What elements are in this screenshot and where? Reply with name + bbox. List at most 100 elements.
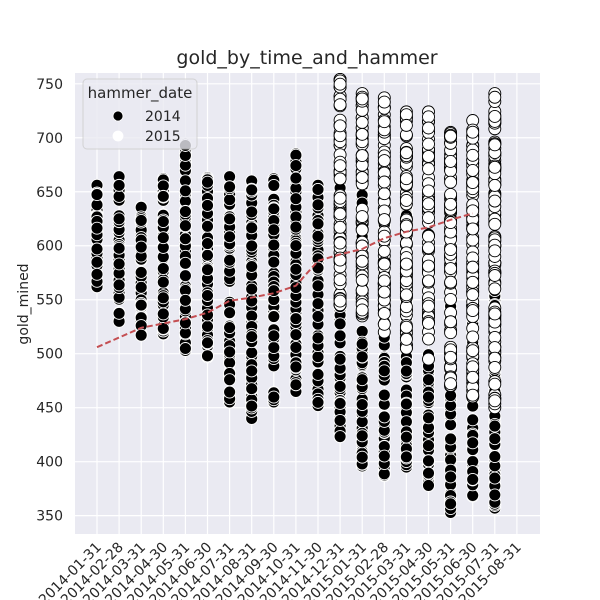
point-2014 xyxy=(223,253,237,267)
point-2014 xyxy=(134,240,148,254)
point-2015 xyxy=(399,172,413,186)
point-2015 xyxy=(377,274,391,288)
point-2015 xyxy=(355,115,369,129)
point-2015 xyxy=(488,90,502,104)
point-2014 xyxy=(245,330,259,344)
point-2014 xyxy=(134,328,148,342)
point-2014 xyxy=(399,430,413,444)
legend-title: hammer_date xyxy=(88,84,193,103)
point-2014 xyxy=(267,310,281,323)
point-2015 xyxy=(377,213,391,227)
point-2015 xyxy=(377,115,391,129)
point-2014 xyxy=(245,205,259,219)
point-2015 xyxy=(466,204,480,218)
trend-path xyxy=(96,212,473,349)
legend-label-2015: 2015 xyxy=(145,129,181,145)
point-2014 xyxy=(267,178,281,192)
point-2014 xyxy=(333,329,347,343)
point-2014 xyxy=(134,280,148,294)
point-2015 xyxy=(488,360,502,374)
point-2014 xyxy=(289,159,303,173)
point-2014 xyxy=(156,291,170,305)
point-2015 xyxy=(444,197,458,211)
point-2014 xyxy=(178,293,192,307)
plot-area xyxy=(75,73,540,534)
point-2014 xyxy=(311,198,325,212)
point-2015 xyxy=(355,223,369,237)
point-2014 xyxy=(178,269,192,283)
point-2014 xyxy=(90,188,104,202)
point-2015 xyxy=(422,316,435,330)
point-2014 xyxy=(422,390,435,404)
point-2014 xyxy=(377,388,391,402)
point-2015 xyxy=(488,178,502,192)
y-tick-label: 750 xyxy=(36,77,63,93)
point-2015 xyxy=(377,317,391,331)
point-2014 xyxy=(355,337,369,351)
y-tick-label: 350 xyxy=(36,509,63,525)
point-2014 xyxy=(178,219,192,233)
y-tick-label: 600 xyxy=(36,239,63,255)
point-2015 xyxy=(488,341,502,354)
point-2015 xyxy=(444,216,458,230)
point-2015 xyxy=(466,304,480,318)
point-2014 xyxy=(201,263,214,277)
point-2015 xyxy=(466,163,480,177)
point-2015 xyxy=(444,243,458,257)
point-2014 xyxy=(134,298,148,312)
point-2014 xyxy=(223,212,237,226)
point-2014 xyxy=(267,255,281,269)
point-2014 xyxy=(201,199,214,212)
point-2014 xyxy=(112,178,126,192)
chart-title: gold_by_time_and_hammer xyxy=(176,47,437,69)
point-2014 xyxy=(289,281,303,295)
point-2014 xyxy=(377,410,391,424)
point-2014 xyxy=(444,470,458,484)
point-2015 xyxy=(422,229,435,243)
legend: hammer_date 2014 2015 xyxy=(82,78,198,150)
point-2015 xyxy=(422,121,435,135)
point-2015 xyxy=(333,220,347,234)
point-2014 xyxy=(223,306,237,320)
point-2014 xyxy=(488,419,502,433)
point-2014 xyxy=(112,212,126,226)
point-2014 xyxy=(466,436,480,450)
point-2015 xyxy=(333,207,347,221)
point-2014 xyxy=(245,399,259,413)
point-2014 xyxy=(178,184,192,198)
point-2015 xyxy=(355,149,369,162)
point-2014 xyxy=(223,345,237,359)
point-2014 xyxy=(333,317,347,331)
point-2014 xyxy=(311,261,325,275)
point-2015 xyxy=(377,307,391,320)
point-2014 xyxy=(355,350,369,364)
point-2015 xyxy=(333,294,347,308)
point-2014 xyxy=(466,413,480,427)
point-2015 xyxy=(444,275,458,289)
point-2015 xyxy=(422,184,435,198)
point-2015 xyxy=(333,119,347,133)
point-2014 xyxy=(422,411,435,425)
point-2015 xyxy=(488,244,502,258)
trend-line xyxy=(96,212,473,349)
point-2014 xyxy=(333,430,347,443)
point-2015 xyxy=(399,288,413,302)
point-2014 xyxy=(223,180,237,194)
point-2015 xyxy=(399,332,413,346)
point-2014 xyxy=(289,340,303,354)
point-2015 xyxy=(377,257,391,271)
point-2015 xyxy=(399,219,413,233)
point-2014 xyxy=(245,382,259,396)
point-2014 xyxy=(311,279,325,293)
point-2015 xyxy=(422,259,435,273)
point-2014 xyxy=(422,478,435,492)
point-2014 xyxy=(267,329,281,343)
point-2014 xyxy=(90,242,104,256)
point-2015 xyxy=(333,172,347,186)
y-tick-label: 450 xyxy=(36,401,63,417)
point-2015 xyxy=(355,254,369,268)
point-2015 xyxy=(377,244,391,258)
point-2015 xyxy=(466,370,480,384)
point-2014 xyxy=(488,432,502,446)
